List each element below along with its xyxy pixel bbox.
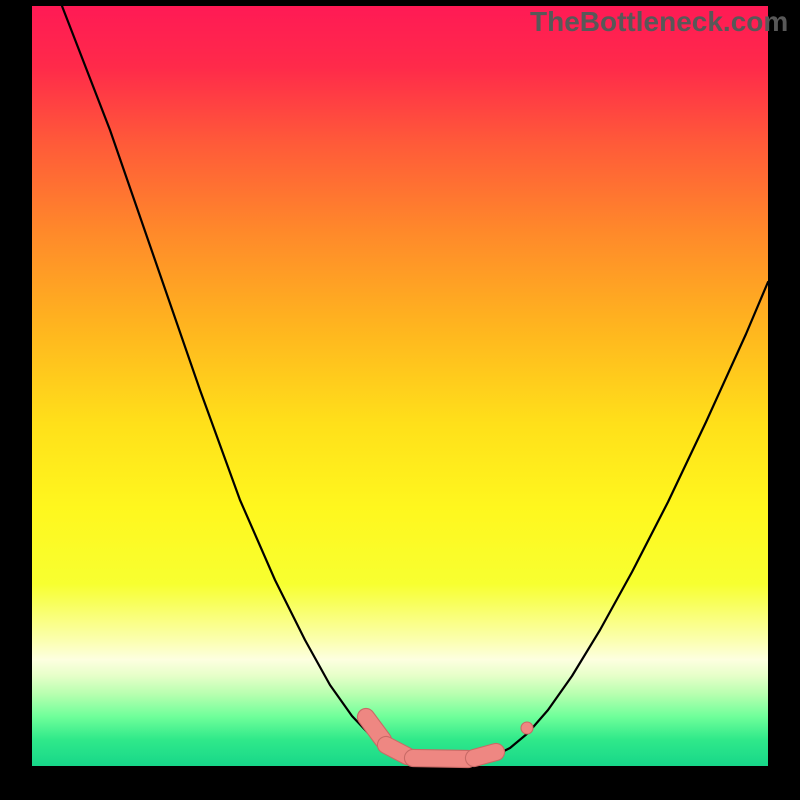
chart-frame: TheBottleneck.com <box>0 0 800 800</box>
highlight-markers <box>0 0 800 800</box>
